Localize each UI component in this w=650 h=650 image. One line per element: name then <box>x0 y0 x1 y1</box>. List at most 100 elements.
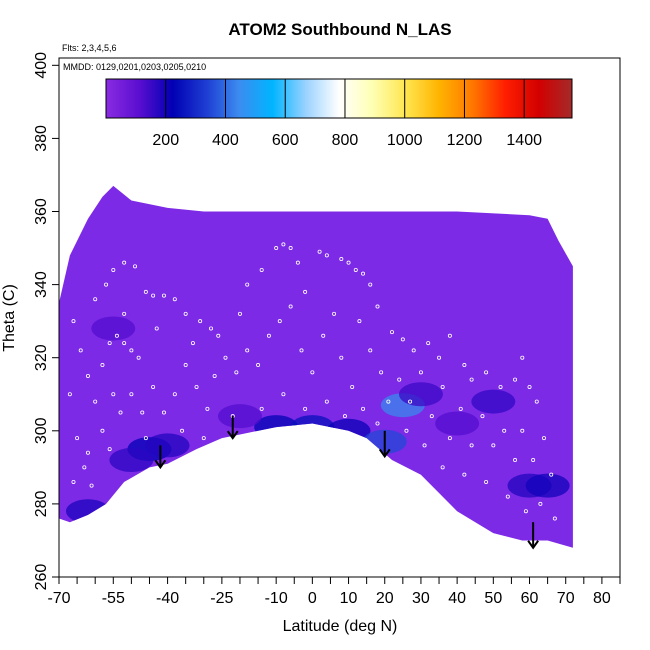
sample-point <box>324 399 329 404</box>
sample-point <box>122 311 127 316</box>
sample-point <box>143 289 148 294</box>
sample-point <box>429 414 434 419</box>
sample-point <box>201 436 206 441</box>
y-tick-label: 300 <box>33 417 50 444</box>
sample-point <box>245 348 250 353</box>
sample-point <box>136 355 141 360</box>
sample-point <box>447 436 452 441</box>
field-patch <box>91 316 136 341</box>
flights-annotation: Flts: 2,3,4,5,6 <box>62 43 117 53</box>
sample-point <box>67 392 72 397</box>
colorbar-tick-label: 1200 <box>447 132 483 149</box>
sample-point <box>151 384 156 389</box>
sample-point <box>129 392 134 397</box>
sample-point <box>324 253 329 258</box>
field-patch <box>109 448 154 473</box>
sample-point <box>389 330 394 335</box>
sample-point <box>357 319 362 324</box>
sample-point <box>256 363 261 368</box>
sample-point <box>71 319 76 324</box>
sample-point <box>339 355 344 360</box>
field-patch <box>435 411 480 436</box>
sample-point <box>491 443 496 448</box>
colorbar-tick-label: 800 <box>332 132 359 149</box>
sample-point <box>310 370 315 375</box>
sample-point <box>212 373 217 378</box>
sample-point <box>552 516 557 521</box>
arrow-marker <box>527 522 539 550</box>
sample-point <box>237 311 242 316</box>
sample-point <box>440 465 445 470</box>
chart-title: ATOM2 Southbound N_LAS <box>228 20 451 39</box>
sample-point <box>288 246 293 251</box>
y-tick-label: 280 <box>33 490 50 517</box>
field-patch <box>326 418 371 443</box>
x-axis-label: Latitude (deg N) <box>283 618 398 635</box>
sample-point <box>151 293 156 298</box>
colorbar-tick-label: 200 <box>152 132 179 149</box>
x-tick-label: -70 <box>47 590 70 607</box>
sample-point <box>71 479 76 484</box>
sample-point <box>89 483 94 488</box>
colorbar-ticks: 200 400 600 800 1000 1200 1400 <box>152 79 542 149</box>
sample-point <box>209 326 214 331</box>
sample-point <box>527 384 532 389</box>
sample-point <box>107 341 112 346</box>
colorbar-tick-label: 1400 <box>506 132 542 149</box>
sample-point <box>75 436 80 441</box>
arrow-marker <box>226 416 239 440</box>
sample-point <box>375 421 380 426</box>
sample-point <box>513 458 518 463</box>
y-tick-label: 380 <box>33 125 50 152</box>
colorbar-tick-label: 400 <box>212 132 239 149</box>
sample-point <box>361 406 366 411</box>
y-axis: 260 280 300 320 340 360 380 400 <box>33 52 59 590</box>
data-field <box>59 185 573 548</box>
sample-point <box>234 370 239 375</box>
sample-point <box>422 443 427 448</box>
sample-point <box>122 341 127 346</box>
sample-point <box>129 348 134 353</box>
y-tick-label: 360 <box>33 198 50 225</box>
sample-point <box>122 260 127 265</box>
sample-point <box>281 242 286 247</box>
sample-point <box>288 304 293 309</box>
sample-point <box>469 443 474 448</box>
sample-point <box>339 257 344 262</box>
sample-point <box>118 410 123 415</box>
x-tick-label: -40 <box>156 590 179 607</box>
sample-point <box>346 260 351 265</box>
sample-point <box>180 428 185 433</box>
arrow-marker <box>154 445 167 470</box>
sample-point <box>216 333 221 338</box>
sample-point <box>143 436 148 441</box>
y-tick-label: 320 <box>33 344 50 371</box>
sample-point <box>418 370 423 375</box>
sample-point <box>111 392 116 397</box>
sample-point <box>523 509 528 514</box>
sample-point <box>299 348 304 353</box>
sample-point <box>172 297 177 302</box>
sample-point <box>133 264 138 269</box>
x-tick-label: -55 <box>102 590 125 607</box>
sample-point <box>198 319 203 324</box>
sample-point <box>404 428 409 433</box>
x-tick-label: 70 <box>557 590 575 607</box>
sample-point <box>85 450 90 455</box>
sample-point <box>259 267 264 272</box>
sample-point <box>440 384 445 389</box>
field-patch <box>471 389 516 414</box>
sample-point <box>332 311 337 316</box>
colorbar-tick-label: 1000 <box>387 132 423 149</box>
sample-point <box>368 348 373 353</box>
field-patch <box>398 382 443 407</box>
x-tick-label: 20 <box>376 590 394 607</box>
sample-point <box>100 363 105 368</box>
sample-point <box>480 414 485 419</box>
sample-point <box>140 410 145 415</box>
sample-point <box>93 399 98 404</box>
sample-point <box>397 377 402 382</box>
arrow-marker <box>378 430 391 459</box>
sample-point <box>342 414 347 419</box>
